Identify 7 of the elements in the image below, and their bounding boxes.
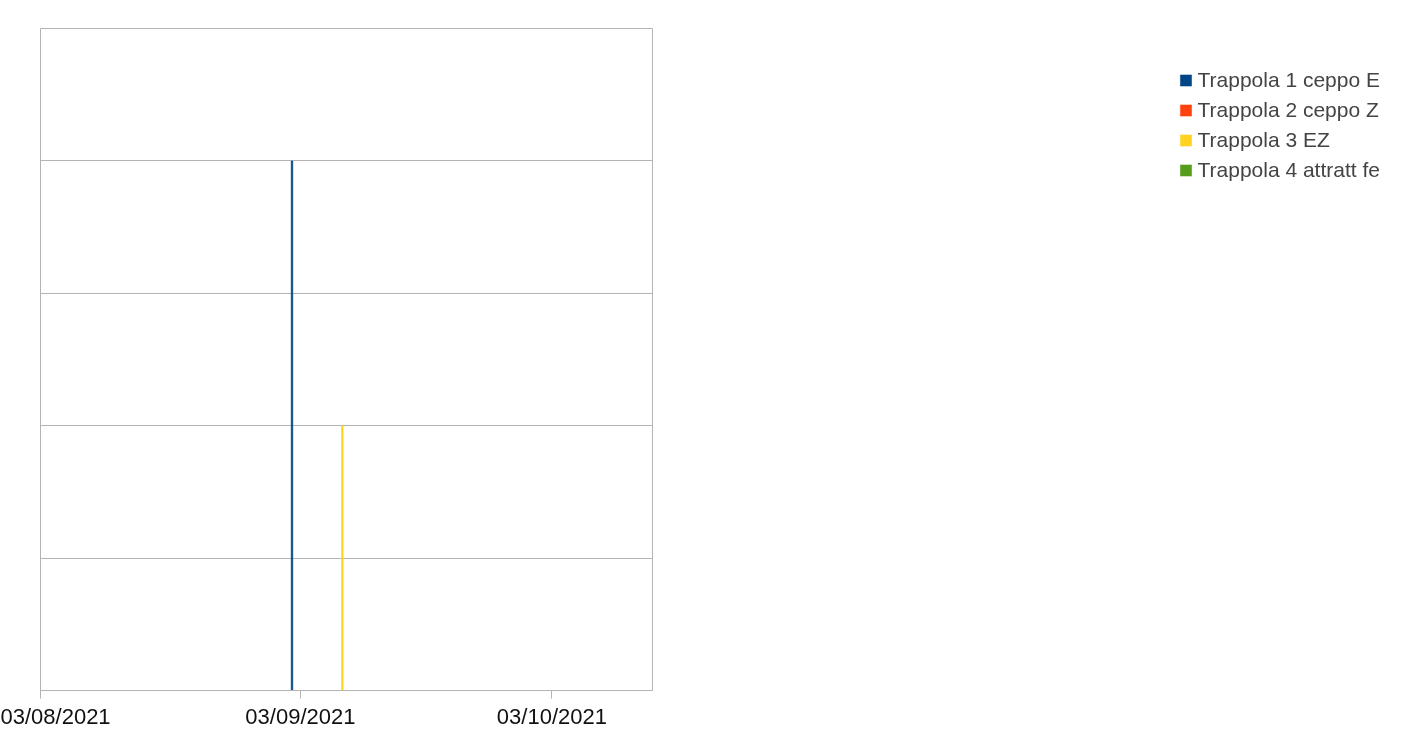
legend-label: Trappola 1 ceppo E	[1197, 68, 1380, 92]
legend-label: Trappola 2 ceppo Z	[1197, 98, 1379, 122]
x-tick-label: 03/10/2021	[496, 703, 607, 729]
legend-label: Trappola 4 attratt fe	[1197, 158, 1380, 182]
legend-label: Trappola 3 EZ	[1197, 128, 1330, 152]
x-tick-label: 03/09/2021	[245, 703, 356, 729]
x-tick-label: 03/08/2021	[0, 703, 111, 729]
